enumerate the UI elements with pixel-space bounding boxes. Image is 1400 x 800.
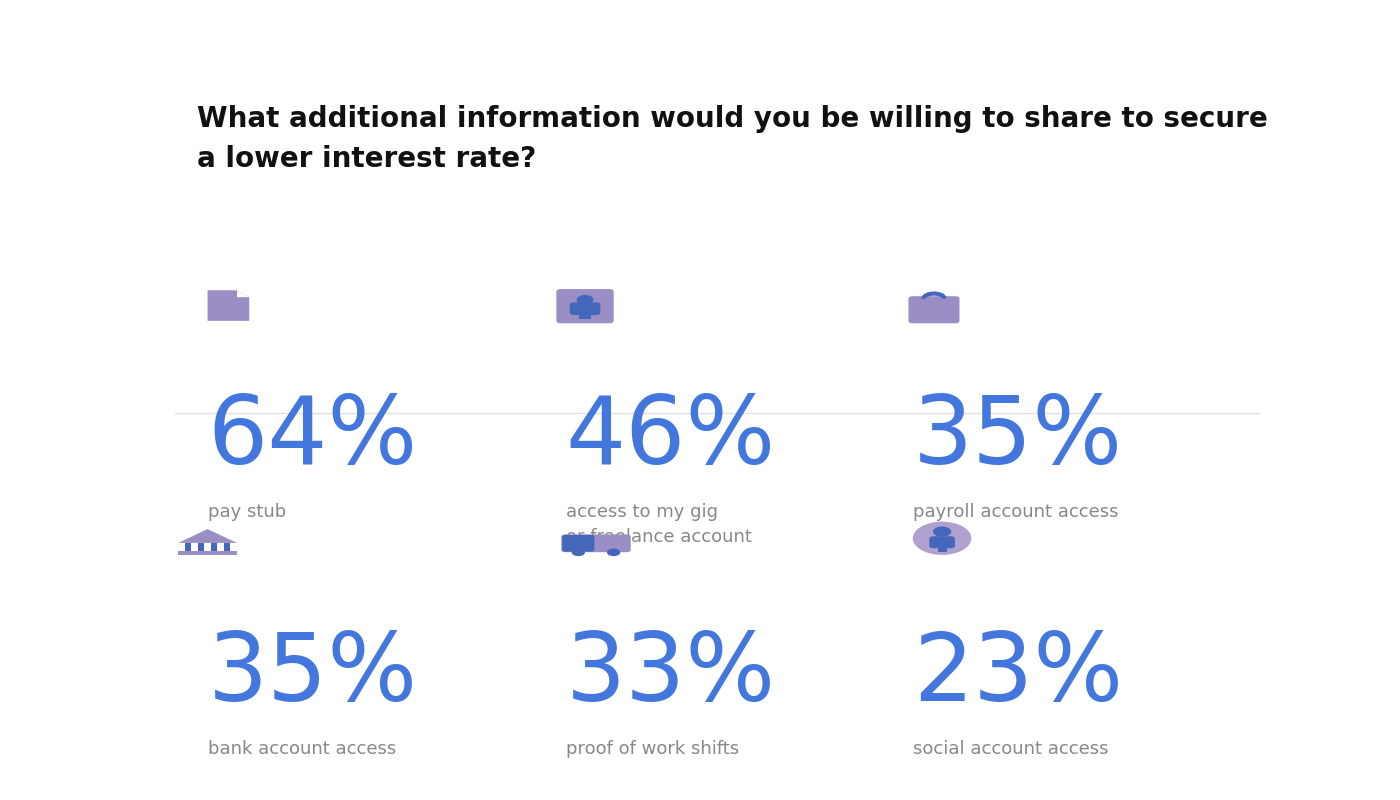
Text: bank account access: bank account access (207, 740, 396, 758)
Text: 33%: 33% (566, 629, 776, 721)
FancyBboxPatch shape (561, 534, 630, 552)
Polygon shape (207, 290, 249, 321)
Text: proof of work shifts: proof of work shifts (566, 740, 739, 758)
Text: 64%: 64% (207, 392, 417, 484)
Bar (938, 545, 946, 552)
Text: 35%: 35% (913, 392, 1123, 484)
Text: access to my gig
or freelance account: access to my gig or freelance account (566, 502, 752, 546)
Polygon shape (237, 290, 249, 297)
FancyBboxPatch shape (570, 302, 601, 315)
Text: pay stub: pay stub (207, 502, 286, 521)
Text: 46%: 46% (566, 392, 776, 484)
Bar (199, 543, 204, 551)
Bar (185, 543, 190, 551)
Bar (580, 315, 591, 319)
FancyBboxPatch shape (556, 289, 613, 323)
Text: 35%: 35% (207, 629, 417, 721)
Circle shape (577, 295, 594, 305)
FancyBboxPatch shape (930, 536, 955, 548)
Text: What additional information would you be willing to share to secure: What additional information would you be… (196, 106, 1267, 134)
Circle shape (571, 549, 585, 556)
Polygon shape (178, 529, 237, 543)
Text: payroll account access: payroll account access (913, 502, 1119, 521)
Circle shape (913, 522, 972, 555)
Text: a lower interest rate?: a lower interest rate? (196, 146, 536, 174)
Text: social account access: social account access (913, 740, 1109, 758)
Bar (211, 543, 217, 551)
Bar (178, 551, 237, 555)
Circle shape (932, 526, 951, 537)
FancyBboxPatch shape (909, 296, 959, 323)
Circle shape (608, 549, 620, 556)
Bar (224, 543, 230, 551)
Text: 23%: 23% (913, 629, 1123, 721)
FancyBboxPatch shape (563, 535, 595, 551)
